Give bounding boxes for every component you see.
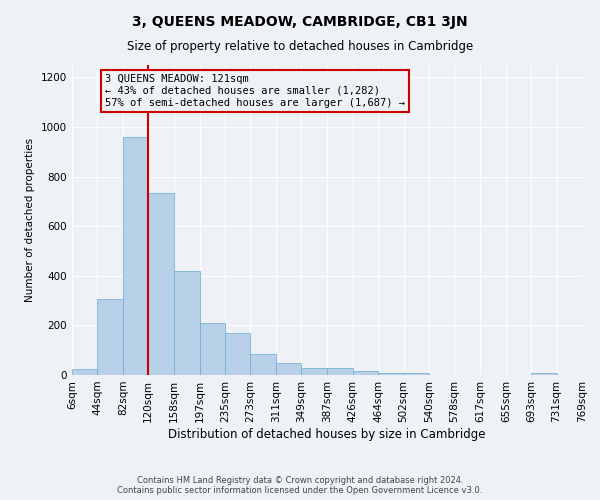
Bar [531,373,557,375]
Y-axis label: Number of detached properties: Number of detached properties [25,138,35,302]
Bar [97,300,123,375]
Bar [225,333,250,375]
Bar [148,192,173,375]
Bar [250,354,276,375]
Text: 3, QUEENS MEADOW, CAMBRIDGE, CB1 3JN: 3, QUEENS MEADOW, CAMBRIDGE, CB1 3JN [132,15,468,29]
Bar [378,372,404,375]
Bar [276,362,301,375]
Bar [404,372,429,375]
Text: 3 QUEENS MEADOW: 121sqm
← 43% of detached houses are smaller (1,282)
57% of semi: 3 QUEENS MEADOW: 121sqm ← 43% of detache… [105,74,405,108]
Bar [173,271,200,375]
Bar [123,137,148,375]
Bar [200,323,225,375]
Bar [301,368,326,375]
Bar [353,372,378,375]
Text: Contains HM Land Registry data © Crown copyright and database right 2024.
Contai: Contains HM Land Registry data © Crown c… [118,476,482,495]
Text: Size of property relative to detached houses in Cambridge: Size of property relative to detached ho… [127,40,473,53]
Bar [72,369,97,375]
X-axis label: Distribution of detached houses by size in Cambridge: Distribution of detached houses by size … [168,428,486,440]
Bar [326,368,353,375]
